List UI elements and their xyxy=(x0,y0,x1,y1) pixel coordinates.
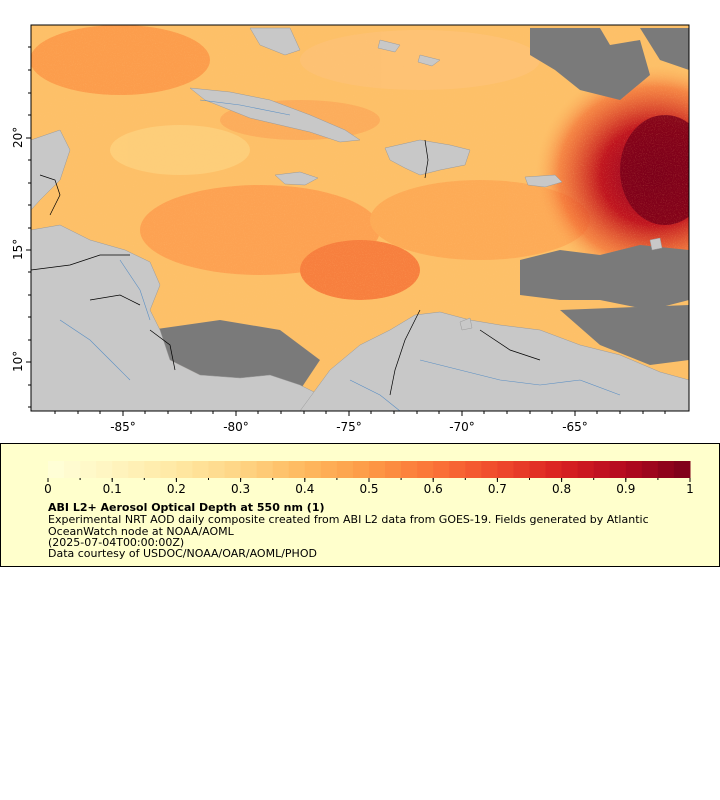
y-tick-label: 10° xyxy=(11,351,25,372)
colorbar-tick-label: 0.2 xyxy=(167,482,186,496)
colorbar-segment xyxy=(449,461,466,478)
colorbar-segment xyxy=(481,461,498,478)
colorbar: 0 0.1 0.2 0.3 0.4 0.5 0.6 0.7 0.8 0.9 1 xyxy=(44,461,694,496)
colorbar-segment xyxy=(208,461,226,478)
x-tick-label: -75° xyxy=(336,420,362,434)
land-yucatan xyxy=(31,129,71,211)
colorbar-segment xyxy=(433,461,450,478)
colorbar-tick-label: 0.7 xyxy=(488,482,507,496)
x-tick-label: -70° xyxy=(449,420,475,434)
colorbar-segment xyxy=(673,461,691,478)
colorbar-segment xyxy=(561,461,579,478)
colorbar-segment xyxy=(336,461,354,478)
caption-description: Experimental NRT AOD daily composite cre… xyxy=(48,513,649,538)
colorbar-segment xyxy=(64,461,81,478)
colorbar-segment xyxy=(160,461,177,478)
x-tick-label: -65° xyxy=(562,420,588,434)
caption-timestamp: (2025-07-04T00:00:00Z) xyxy=(48,536,185,549)
colorbar-segment xyxy=(497,461,514,478)
colorbar-tick-label: 0.3 xyxy=(231,482,250,496)
colorbar-segment xyxy=(128,461,145,478)
colorbar-segment xyxy=(80,461,97,478)
colorbar-segment xyxy=(176,461,193,478)
colorbar-segment xyxy=(577,461,595,478)
colorbar-segment xyxy=(609,461,627,478)
colorbar-segment xyxy=(320,461,338,478)
land-puerto-rico xyxy=(524,174,563,188)
colorbar-tick-label: 0.6 xyxy=(424,482,443,496)
colorbar-segment xyxy=(96,461,113,478)
colorbar-segment xyxy=(529,461,547,478)
land-jamaica xyxy=(274,171,319,186)
colorbar-segment xyxy=(369,461,386,478)
colorbar-tick-label: 0.1 xyxy=(103,482,122,496)
colorbar-segment xyxy=(112,461,129,478)
colorbar-ticks: 0 0.1 0.2 0.3 0.4 0.5 0.6 0.7 0.8 0.9 1 xyxy=(44,478,694,496)
colorbar-tick-label: 0 xyxy=(44,482,52,496)
colorbar-tick-label: 1 xyxy=(686,482,694,496)
x-tick-label: -80° xyxy=(223,420,249,434)
y-tick-label: 20° xyxy=(11,127,25,148)
map-frame xyxy=(31,25,689,411)
land-masses xyxy=(31,27,689,411)
colorbar-tick-label: 0.4 xyxy=(295,482,314,496)
land-cuba xyxy=(189,87,361,143)
colorbar-segment xyxy=(304,461,322,478)
colorbar-segment xyxy=(465,461,482,478)
colorbar-segment xyxy=(593,461,611,478)
colorbar-segments xyxy=(48,461,691,478)
colorbar-tick-label: 0.9 xyxy=(616,482,635,496)
colorbar-segment xyxy=(352,461,370,478)
map-border xyxy=(30,24,690,412)
country-borders xyxy=(31,139,541,396)
aod-map: 20° 15° 10° -85° -80° -75° -70° -65° xyxy=(11,24,690,434)
colorbar-segment xyxy=(288,461,306,478)
colorbar-segment xyxy=(385,461,402,478)
caption-credit: Data courtesy of USDOC/NOAA/OAR/AOML/PHO… xyxy=(48,547,317,560)
colorbar-tick-label: 0.5 xyxy=(359,482,378,496)
colorbar-tick-label: 0.8 xyxy=(552,482,571,496)
colorbar-segment xyxy=(240,461,258,478)
x-axis xyxy=(54,411,666,416)
rivers xyxy=(59,99,621,411)
colorbar-segment xyxy=(417,461,434,478)
legend-panel: 0 0.1 0.2 0.3 0.4 0.5 0.6 0.7 0.8 0.9 1 ABI L2+ Ae… xyxy=(0,443,720,567)
colorbar-segment xyxy=(256,461,274,478)
colorbar-segment xyxy=(48,461,65,478)
colorbar-segment xyxy=(272,461,290,478)
y-axis xyxy=(26,46,31,408)
x-tick-label: -85° xyxy=(110,420,136,434)
colorbar-segment xyxy=(657,461,675,478)
caption-title: ABI L2+ Aerosol Optical Depth at 550 nm … xyxy=(48,501,325,514)
land-south-america xyxy=(299,311,689,411)
colorbar-segment xyxy=(401,461,418,478)
colorbar-segment xyxy=(545,461,563,478)
colorbar-segment xyxy=(192,461,209,478)
colorbar-segment xyxy=(625,461,643,478)
y-tick-label: 15° xyxy=(11,239,25,260)
colorbar-segment xyxy=(224,461,242,478)
colorbar-segment xyxy=(641,461,659,478)
colorbar-segment xyxy=(144,461,161,478)
colorbar-segment xyxy=(513,461,530,478)
